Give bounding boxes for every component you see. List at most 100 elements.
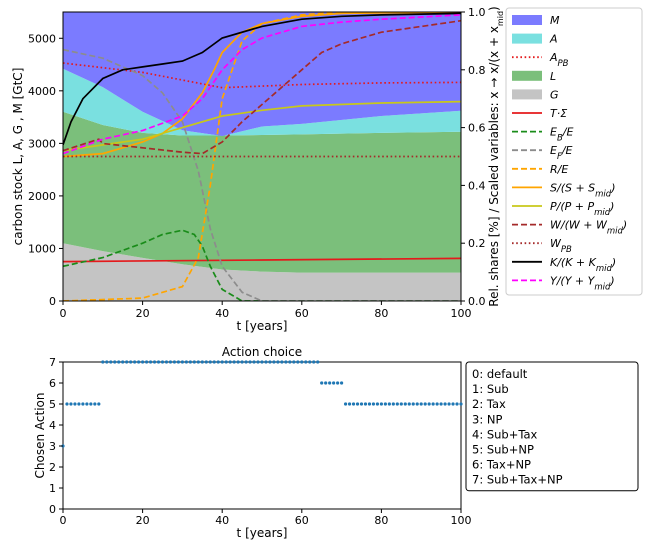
- action-point: [216, 360, 220, 364]
- action-point: [459, 402, 463, 406]
- action-point: [65, 402, 69, 406]
- top-legend-box: [505, 7, 643, 296]
- top-yr-tick-label: 0.0: [468, 295, 486, 308]
- bottom-x-tick-label: 20: [136, 514, 150, 527]
- bottom-x-tick-label: 0: [60, 514, 67, 527]
- legend-label-G: G: [550, 88, 559, 101]
- action-point: [69, 402, 73, 406]
- action-point: [256, 360, 260, 364]
- action-point: [176, 360, 181, 364]
- action-point: [85, 402, 89, 406]
- action-point: [97, 402, 101, 406]
- action-point: [152, 360, 157, 364]
- action-point: [423, 402, 427, 406]
- top-frame: [62, 11, 462, 302]
- bottom-y-tick-label: 2: [49, 461, 56, 474]
- action-point: [355, 402, 360, 406]
- action-point: [148, 360, 153, 364]
- action-point: [300, 360, 304, 364]
- action-point: [156, 360, 161, 364]
- action-legend-entry: 7: Sub+Tax+NP: [472, 473, 563, 487]
- action-point: [200, 360, 204, 364]
- bottom-legend-box: [465, 361, 639, 492]
- action-point: [308, 360, 312, 364]
- legend-label-EB: EB/E: [550, 126, 574, 144]
- action-point: [264, 360, 268, 364]
- bottom-y-tick-label: 7: [49, 356, 56, 369]
- action-point: [77, 402, 81, 406]
- action-point: [363, 402, 368, 406]
- action-point: [431, 402, 435, 406]
- bottom-chart-title: Action choice: [222, 345, 302, 359]
- action-point: [312, 360, 316, 364]
- action-point: [204, 360, 208, 364]
- action-point: [304, 360, 308, 364]
- action-point: [192, 360, 196, 364]
- top-yr-tick-label: 0.6: [468, 122, 486, 135]
- area-G: [63, 243, 461, 301]
- line-EF: [63, 48, 461, 301]
- action-point: [383, 402, 387, 406]
- area-A: [63, 68, 461, 136]
- bottom-x-tick-label: 60: [295, 514, 309, 527]
- top-yl-tick-label: 0: [49, 295, 56, 308]
- action-point: [164, 360, 169, 364]
- action-point: [160, 360, 165, 364]
- action-point: [336, 381, 340, 385]
- legend-label-WPB: WPB: [550, 237, 572, 255]
- action-point: [141, 360, 145, 364]
- top-yr-tick-label: 0.8: [468, 64, 486, 77]
- action-point: [395, 402, 399, 406]
- action-point: [415, 402, 419, 406]
- action-point: [232, 360, 236, 364]
- action-point: [73, 402, 77, 406]
- legend-swatch-M: [512, 15, 542, 25]
- line-Y: [63, 14, 461, 155]
- action-point: [284, 360, 288, 364]
- legend-label-A: A: [549, 33, 558, 46]
- action-point: [320, 381, 324, 385]
- action-point: [180, 360, 184, 364]
- area-L: [63, 111, 461, 273]
- legend-label-K: K/(K + Kmid): [550, 256, 616, 274]
- action-point: [172, 360, 177, 364]
- top-yl-tick-label: 3000: [28, 137, 56, 150]
- top-yl-tick-label: 1000: [28, 242, 56, 255]
- bottom-x-tick-label: 40: [215, 514, 229, 527]
- action-point: [89, 402, 93, 406]
- action-point: [399, 402, 403, 406]
- action-legend-entry: 1: Sub: [472, 382, 509, 396]
- action-point: [272, 360, 276, 364]
- line-W: [63, 19, 461, 155]
- bottom-y-tick-label: 0: [49, 503, 56, 516]
- action-point: [260, 360, 264, 364]
- action-point: [121, 360, 125, 364]
- action-point: [101, 360, 105, 364]
- action-point: [451, 402, 455, 406]
- action-point: [375, 402, 380, 406]
- line-TS: [63, 257, 461, 263]
- action-point: [351, 402, 356, 406]
- legend-label-TS: T·Σ: [550, 107, 567, 120]
- action-point: [427, 402, 431, 406]
- bottom-x-axis-label: t [years]: [237, 526, 288, 540]
- top-x-tick-label: 0: [60, 307, 67, 320]
- legend-swatch-A: [512, 33, 542, 44]
- action-point: [81, 402, 85, 406]
- bottom-x-tick-label: 100: [451, 514, 472, 527]
- top-yl-tick-label: 4000: [28, 85, 56, 98]
- action-point: [276, 360, 280, 364]
- action-point: [411, 402, 415, 406]
- action-point: [236, 360, 240, 364]
- line-K: [63, 12, 461, 146]
- bottom-y-tick-label: 4: [49, 419, 56, 432]
- action-point: [105, 360, 109, 364]
- legend-label-W: W/(W + Wmid): [550, 219, 627, 237]
- action-point: [439, 402, 443, 406]
- action-legend-entry: 3: NP: [472, 412, 502, 426]
- top-x-tick-label: 40: [215, 307, 229, 320]
- action-point: [244, 360, 248, 364]
- top-x-tick-label: 20: [136, 307, 150, 320]
- action-point: [296, 360, 300, 364]
